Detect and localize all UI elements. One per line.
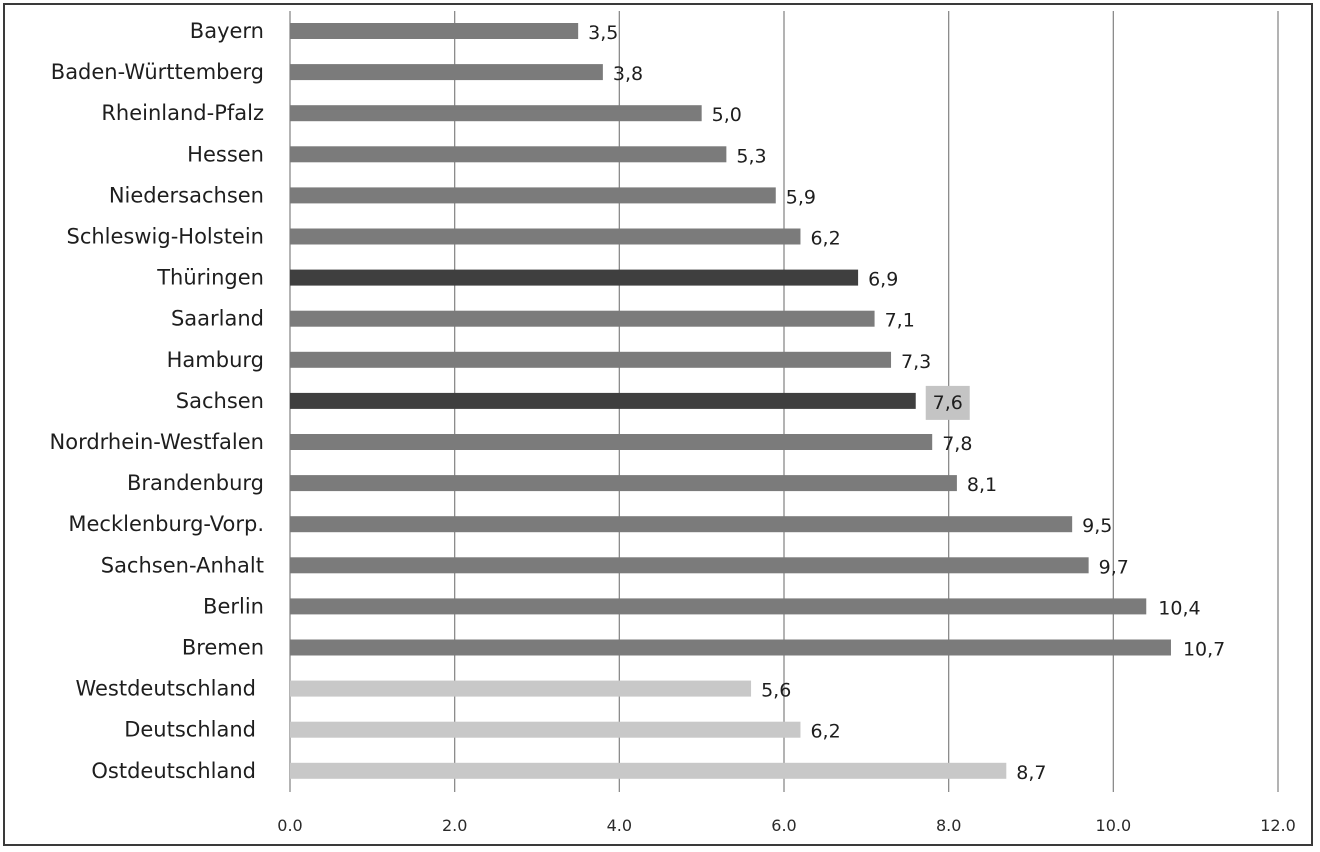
category-label: Bayern	[190, 19, 264, 43]
bar	[290, 64, 603, 81]
bar	[290, 146, 727, 163]
category-label: Westdeutschland	[75, 677, 256, 701]
value-label: 10,7	[1183, 639, 1225, 661]
value-label: 8,7	[1016, 762, 1046, 784]
bar	[290, 721, 801, 738]
bar	[290, 516, 1073, 533]
bar	[290, 680, 752, 697]
value-label: 5,3	[736, 145, 766, 167]
category-label: Brandenburg	[127, 471, 264, 495]
category-label: Ostdeutschland	[91, 759, 256, 783]
value-label: 6,2	[810, 721, 840, 743]
category-label: Rheinland-Pfalz	[101, 101, 264, 125]
value-label: 7,3	[901, 351, 931, 373]
value-label: 6,2	[810, 228, 840, 250]
bar	[290, 639, 1171, 656]
value-label: 5,0	[712, 104, 742, 126]
category-label: Niedersachsen	[109, 183, 264, 207]
category-label: Berlin	[203, 594, 264, 618]
value-label: 9,5	[1082, 515, 1112, 537]
category-label: Sachsen-Anhalt	[101, 553, 264, 577]
bar	[290, 557, 1089, 574]
value-label: 7,1	[885, 310, 915, 332]
category-label: Mecklenburg-Vorp.	[68, 512, 264, 536]
value-label: 3,8	[613, 63, 643, 85]
bar	[290, 392, 916, 409]
chart-frame	[3, 3, 1313, 846]
bar	[290, 598, 1147, 615]
bars	[290, 23, 1171, 779]
bar	[290, 105, 702, 122]
value-label: 5,9	[786, 186, 816, 208]
bar	[290, 187, 776, 204]
category-label: Thüringen	[156, 266, 264, 290]
x-tick-label: 12.0	[1260, 816, 1296, 835]
category-label: Deutschland	[124, 718, 256, 742]
x-tick-label: 0.0	[277, 816, 302, 835]
value-label: 7,8	[942, 433, 972, 455]
value-label: 7,6	[933, 392, 963, 414]
x-tick-label: 10.0	[1096, 816, 1132, 835]
value-label-highlight	[925, 385, 970, 420]
x-tick-label: 8.0	[936, 816, 961, 835]
bar	[290, 762, 1007, 779]
value-label: 3,5	[588, 22, 618, 44]
category-label: Sachsen	[176, 389, 264, 413]
value-label: 10,4	[1158, 597, 1200, 619]
category-label: Hessen	[187, 142, 264, 166]
bar	[290, 23, 579, 39]
category-label: Saarland	[171, 307, 264, 331]
bar	[290, 351, 892, 368]
x-tick-label: 4.0	[607, 816, 632, 835]
value-label: 9,7	[1099, 556, 1129, 578]
value-label: 6,9	[868, 269, 898, 291]
value-label: 8,1	[967, 474, 997, 496]
bar	[290, 475, 957, 492]
category-label: Baden-Württemberg	[51, 60, 264, 84]
category-label: Nordrhein-Westfalen	[50, 430, 264, 454]
x-tick-label: 6.0	[771, 816, 796, 835]
value-label: 5,6	[761, 680, 791, 702]
category-label: Schleswig-Holstein	[66, 225, 264, 249]
category-label: Bremen	[182, 636, 264, 660]
bar	[290, 310, 875, 327]
x-tick-label: 2.0	[442, 816, 467, 835]
bar	[290, 434, 933, 450]
labels: 0.0 2.0 4.0 6.0 8.0 10.0 12.0 Bayern 3,5 Baden-Wü…	[50, 19, 1296, 835]
bar	[290, 269, 859, 286]
bar	[290, 228, 801, 245]
category-label: Hamburg	[167, 348, 264, 372]
